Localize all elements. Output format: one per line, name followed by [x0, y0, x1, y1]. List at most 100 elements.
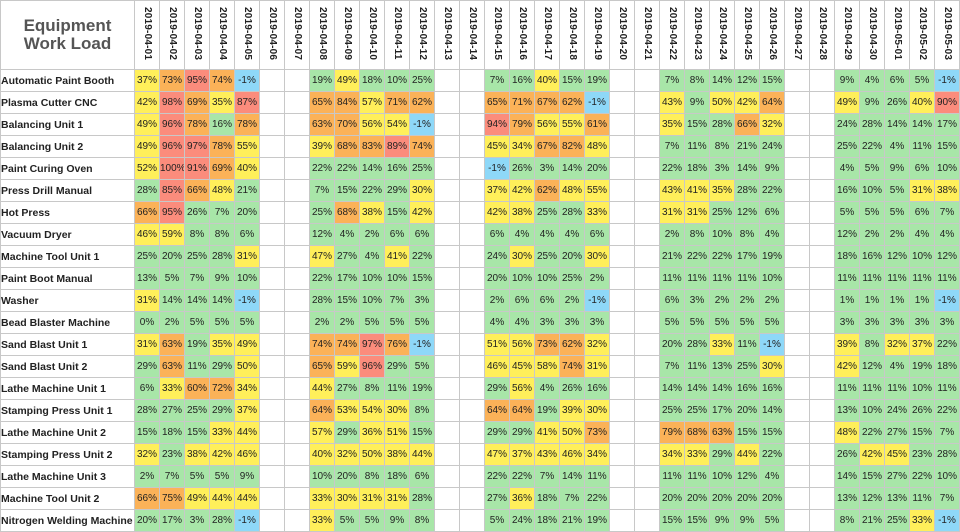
load-cell[interactable]: 34% [509, 135, 535, 158]
load-cell[interactable]: 42% [734, 91, 760, 114]
empty-cell[interactable] [784, 223, 810, 246]
load-cell[interactable]: 16% [734, 377, 760, 400]
load-cell[interactable]: 83% [359, 135, 385, 158]
load-cell[interactable]: 5% [184, 465, 210, 488]
load-cell[interactable]: 2% [309, 311, 335, 334]
machine-name[interactable]: Washer [0, 289, 135, 312]
load-cell[interactable]: 17% [709, 399, 735, 422]
load-cell[interactable]: 25% [184, 399, 210, 422]
load-cell[interactable]: 44% [209, 487, 235, 510]
load-cell[interactable]: 11% [934, 377, 960, 400]
load-cell[interactable]: 28% [559, 201, 585, 224]
load-cell[interactable]: 11% [734, 267, 760, 290]
empty-cell[interactable] [259, 333, 285, 356]
load-cell[interactable]: 14% [909, 113, 935, 136]
load-cell[interactable]: 67% [534, 135, 560, 158]
load-cell[interactable]: 6% [909, 157, 935, 180]
empty-cell[interactable] [609, 157, 635, 180]
load-cell[interactable]: 14% [559, 157, 585, 180]
load-cell[interactable]: 22% [709, 245, 735, 268]
load-cell[interactable]: 10% [859, 399, 885, 422]
load-cell[interactable]: 11% [834, 267, 860, 290]
load-cell[interactable]: 5% [359, 311, 385, 334]
load-cell[interactable]: -1% [759, 333, 785, 356]
machine-name[interactable]: Sand Blast Unit 1 [0, 333, 135, 356]
machine-name[interactable]: Paint Boot Manual [0, 267, 135, 290]
load-cell[interactable]: 50% [559, 421, 585, 444]
machine-name[interactable]: Lathe Machine Unit 2 [0, 421, 135, 444]
load-cell[interactable]: 50% [709, 91, 735, 114]
load-cell[interactable]: 9% [684, 91, 710, 114]
empty-cell[interactable] [284, 421, 310, 444]
load-cell[interactable]: 2% [134, 465, 160, 488]
load-cell[interactable]: 29% [509, 421, 535, 444]
load-cell[interactable]: 0% [134, 311, 160, 334]
load-cell[interactable]: 7% [534, 465, 560, 488]
load-cell[interactable]: 27% [884, 465, 910, 488]
load-cell[interactable]: 31% [584, 355, 610, 378]
load-cell[interactable]: 3% [584, 311, 610, 334]
load-cell[interactable]: 26% [509, 157, 535, 180]
load-cell[interactable]: 6% [384, 223, 410, 246]
date-header[interactable]: 2019-04-23 [684, 0, 710, 70]
load-cell[interactable]: 7% [559, 487, 585, 510]
date-header[interactable]: 2019-05-01 [884, 0, 910, 70]
load-cell[interactable]: 4% [509, 223, 535, 246]
date-header[interactable]: 2019-04-25 [734, 0, 760, 70]
date-header[interactable]: 2019-04-14 [459, 0, 485, 70]
load-cell[interactable]: 25% [534, 245, 560, 268]
load-cell[interactable]: 22% [334, 157, 360, 180]
empty-cell[interactable] [259, 69, 285, 92]
empty-cell[interactable] [259, 179, 285, 202]
load-cell[interactable]: 5% [234, 311, 260, 334]
load-cell[interactable]: 2% [759, 289, 785, 312]
load-cell[interactable]: 23% [909, 443, 935, 466]
load-cell[interactable]: 32% [334, 443, 360, 466]
load-cell[interactable]: 31% [659, 201, 685, 224]
load-cell[interactable]: 22% [934, 399, 960, 422]
load-cell[interactable]: 47% [484, 443, 510, 466]
load-cell[interactable]: 22% [659, 157, 685, 180]
empty-cell[interactable] [284, 311, 310, 334]
load-cell[interactable]: 29% [384, 179, 410, 202]
date-header[interactable]: 2019-04-27 [784, 0, 810, 70]
empty-cell[interactable] [284, 245, 310, 268]
load-cell[interactable]: 15% [134, 421, 160, 444]
load-cell[interactable]: 27% [484, 487, 510, 510]
load-cell[interactable]: 14% [884, 113, 910, 136]
load-cell[interactable]: 5% [884, 179, 910, 202]
load-cell[interactable]: 18% [159, 421, 185, 444]
load-cell[interactable]: 31% [359, 487, 385, 510]
load-cell[interactable]: 32% [884, 333, 910, 356]
empty-cell[interactable] [634, 399, 660, 422]
date-header[interactable]: 2019-04-28 [809, 0, 835, 70]
load-cell[interactable]: 10% [909, 377, 935, 400]
load-cell[interactable]: -1% [484, 157, 510, 180]
load-cell[interactable]: 32% [134, 443, 160, 466]
empty-cell[interactable] [609, 135, 635, 158]
load-cell[interactable]: 37% [134, 69, 160, 92]
load-cell[interactable]: 45% [484, 135, 510, 158]
empty-cell[interactable] [634, 465, 660, 488]
empty-cell[interactable] [434, 179, 460, 202]
machine-name[interactable]: Plasma Cutter CNC [0, 91, 135, 114]
load-cell[interactable]: 46% [559, 443, 585, 466]
load-cell[interactable]: 63% [309, 113, 335, 136]
load-cell[interactable]: 17% [334, 267, 360, 290]
load-cell[interactable]: 22% [309, 157, 335, 180]
empty-cell[interactable] [459, 355, 485, 378]
empty-cell[interactable] [259, 135, 285, 158]
load-cell[interactable]: 8% [734, 223, 760, 246]
machine-name[interactable]: Lathe Machine Unit 1 [0, 377, 135, 400]
load-cell[interactable]: 13% [709, 355, 735, 378]
empty-cell[interactable] [784, 421, 810, 444]
empty-cell[interactable] [784, 443, 810, 466]
empty-cell[interactable] [784, 157, 810, 180]
load-cell[interactable]: 65% [309, 91, 335, 114]
empty-cell[interactable] [459, 399, 485, 422]
load-cell[interactable]: 39% [309, 135, 335, 158]
empty-cell[interactable] [634, 421, 660, 444]
empty-cell[interactable] [259, 91, 285, 114]
load-cell[interactable]: 20% [734, 399, 760, 422]
load-cell[interactable]: 10% [859, 179, 885, 202]
